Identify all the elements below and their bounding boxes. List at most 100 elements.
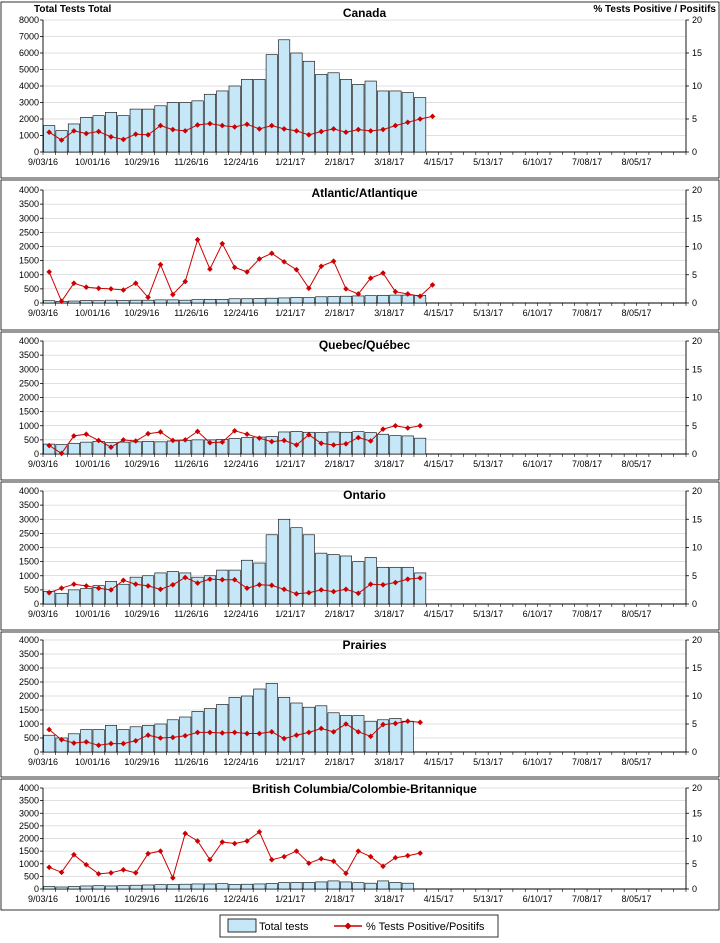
- point-percent-positive: [132, 280, 139, 287]
- x-tick-label: 12/24/16: [223, 757, 258, 767]
- point-percent-positive: [182, 830, 189, 837]
- point-percent-positive: [194, 236, 201, 243]
- bar-total-tests: [216, 299, 229, 304]
- y-left-tick-label: 2500: [19, 677, 39, 687]
- point-percent-positive: [268, 582, 275, 589]
- bar-total-tests: [179, 883, 192, 890]
- x-tick-label: 9/03/16: [28, 894, 58, 904]
- bar-total-tests: [129, 299, 142, 304]
- point-percent-positive: [367, 733, 374, 740]
- bar-total-tests: [377, 433, 390, 455]
- bar-total-tests: [327, 296, 340, 304]
- point-percent-positive: [58, 869, 65, 876]
- panel-frame: [0, 631, 720, 778]
- x-tick-label: 2/18/17: [325, 894, 355, 904]
- point-percent-positive: [58, 736, 65, 743]
- bar-total-tests: [265, 534, 278, 605]
- y-left-tick-label: 1000: [19, 131, 39, 141]
- bar-total-tests: [302, 882, 315, 890]
- bar-total-tests: [389, 294, 402, 304]
- y-left-tick-label: 0: [34, 298, 39, 308]
- point-percent-positive: [417, 422, 423, 429]
- point-percent-positive: [145, 294, 151, 301]
- bar-total-tests: [401, 882, 414, 890]
- bar-total-tests: [401, 720, 414, 753]
- bar-total-tests: [154, 299, 167, 304]
- point-percent-positive: [318, 855, 325, 862]
- y-left-tick-label: 0: [34, 884, 39, 894]
- bar-total-tests: [142, 108, 155, 153]
- bar-total-tests: [253, 688, 266, 753]
- y-right-tick-label: 10: [692, 691, 702, 701]
- x-tick-label: 2/18/17: [325, 609, 355, 619]
- bar-total-tests: [43, 300, 56, 304]
- point-percent-positive: [46, 864, 52, 871]
- point-percent-positive: [355, 590, 362, 597]
- bar-total-tests: [364, 80, 377, 153]
- point-percent-positive: [170, 581, 176, 588]
- bar-total-tests: [290, 882, 303, 890]
- point-percent-positive: [306, 589, 312, 596]
- y-left-tick-label: 2000: [19, 393, 39, 403]
- x-tick-label: 11/26/16: [174, 609, 208, 619]
- point-percent-positive: [108, 134, 114, 140]
- bar-total-tests: [203, 883, 216, 890]
- point-percent-positive: [330, 258, 337, 264]
- point-percent-positive: [392, 854, 399, 861]
- point-percent-positive: [417, 850, 423, 856]
- point-percent-positive: [207, 729, 213, 736]
- y-left-tick-label: 3500: [19, 649, 39, 659]
- y-left-tick-label: 3000: [19, 213, 39, 223]
- x-tick-label: 9/03/16: [28, 308, 58, 318]
- y-left-tick-label: 1000: [19, 270, 39, 280]
- x-tick-label: 10/01/16: [75, 308, 110, 318]
- point-percent-positive: [182, 128, 189, 134]
- point-percent-positive: [256, 730, 263, 737]
- bar-total-tests: [339, 79, 352, 153]
- x-tick-label: 10/29/16: [124, 609, 159, 619]
- point-percent-positive: [83, 739, 90, 745]
- panel-title: Prairies: [342, 638, 386, 652]
- point-percent-positive: [429, 282, 436, 288]
- y-right-tick-label: 0: [692, 884, 697, 894]
- point-percent-positive: [219, 122, 226, 129]
- point-percent-positive: [108, 444, 114, 451]
- y-right-tick-label: 10: [692, 543, 702, 553]
- y-right-tick-label: 5: [692, 859, 697, 869]
- bar-total-tests: [290, 52, 303, 153]
- bar-total-tests: [389, 718, 402, 753]
- point-percent-positive: [343, 441, 349, 447]
- point-percent-positive: [219, 839, 226, 845]
- point-percent-positive: [132, 131, 139, 137]
- x-tick-label: 5/13/17: [473, 157, 503, 167]
- y-left-tick-label: 3500: [19, 199, 39, 209]
- point-percent-positive: [318, 128, 325, 135]
- x-tick-label: 10/01/16: [75, 894, 110, 904]
- bar-total-tests: [339, 555, 352, 605]
- bar-total-tests: [216, 883, 229, 890]
- x-tick-label: 6/10/17: [523, 757, 553, 767]
- point-percent-positive: [318, 587, 325, 593]
- bar-total-tests: [414, 572, 427, 605]
- y-left-tick-label: 5000: [19, 65, 39, 75]
- bar-total-tests: [67, 589, 80, 605]
- point-percent-positive: [132, 581, 139, 588]
- point-percent-positive: [404, 576, 411, 582]
- y-right-tick-label: 20: [692, 15, 702, 25]
- point-percent-positive: [231, 428, 238, 434]
- point-percent-positive: [367, 853, 374, 860]
- point-percent-positive: [330, 729, 337, 735]
- panel-frame: [0, 481, 720, 631]
- x-tick-label: 9/03/16: [28, 157, 58, 167]
- bar-total-tests: [377, 880, 390, 890]
- x-tick-label: 7/08/17: [572, 157, 602, 167]
- bar-total-tests: [129, 108, 142, 153]
- x-tick-label: 10/01/16: [75, 459, 110, 469]
- bar-total-tests: [352, 295, 365, 304]
- point-percent-positive: [182, 732, 189, 739]
- point-percent-positive: [318, 263, 325, 270]
- point-percent-positive: [219, 240, 226, 247]
- point-percent-positive: [244, 838, 250, 844]
- point-percent-positive: [219, 439, 226, 445]
- point-percent-positive: [256, 581, 263, 588]
